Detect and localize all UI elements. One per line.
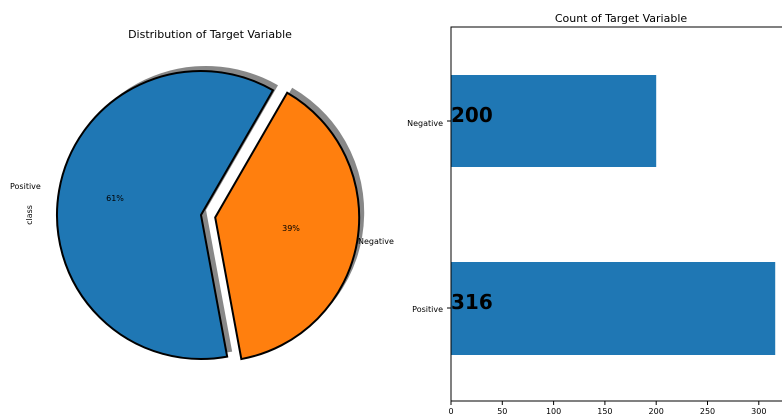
pie-pct-positive: 61% <box>106 194 124 203</box>
bar-category-negative: Negative <box>407 119 443 128</box>
pie-label-positive: Positive <box>10 182 41 191</box>
pie-chart: Distribution of Target Variable class Po… <box>10 28 394 361</box>
bar-xtick-label-50: 50 <box>497 407 507 416</box>
bar-marks <box>451 75 776 355</box>
pie-label-negative: Negative <box>358 237 394 246</box>
bar-category-positive: Positive <box>412 305 443 314</box>
pie-title: Distribution of Target Variable <box>128 28 292 41</box>
pie-slice-positive <box>56 70 275 360</box>
bar-xtick-label-150: 150 <box>597 407 612 416</box>
bar-positive <box>451 262 776 355</box>
pie-wedges <box>56 70 361 361</box>
bar-data-label-negative: 200 <box>451 103 493 127</box>
bar-xtick-label-0: 0 <box>448 407 453 416</box>
bar-axes-frame <box>450 26 782 402</box>
pie-slice-negative <box>214 91 361 361</box>
bar-chart: Count of Target Variable Negative Positi… <box>407 12 782 416</box>
pie-ylabel: class <box>25 205 34 225</box>
bar-xtick-label-300: 300 <box>751 407 766 416</box>
bar-xtick-label-200: 200 <box>649 407 664 416</box>
bar-negative <box>451 75 657 167</box>
pie-pct-negative: 39% <box>282 224 300 233</box>
bar-xtick-label-100: 100 <box>546 407 561 416</box>
bar-xtick-label-250: 250 <box>700 407 715 416</box>
pie-slices <box>56 65 365 361</box>
bar-data-label-positive: 316 <box>451 290 493 314</box>
bar-x-ticks: 0 50 100 150 200 250 300 <box>447 120 766 416</box>
bar-title: Count of Target Variable <box>555 12 688 25</box>
